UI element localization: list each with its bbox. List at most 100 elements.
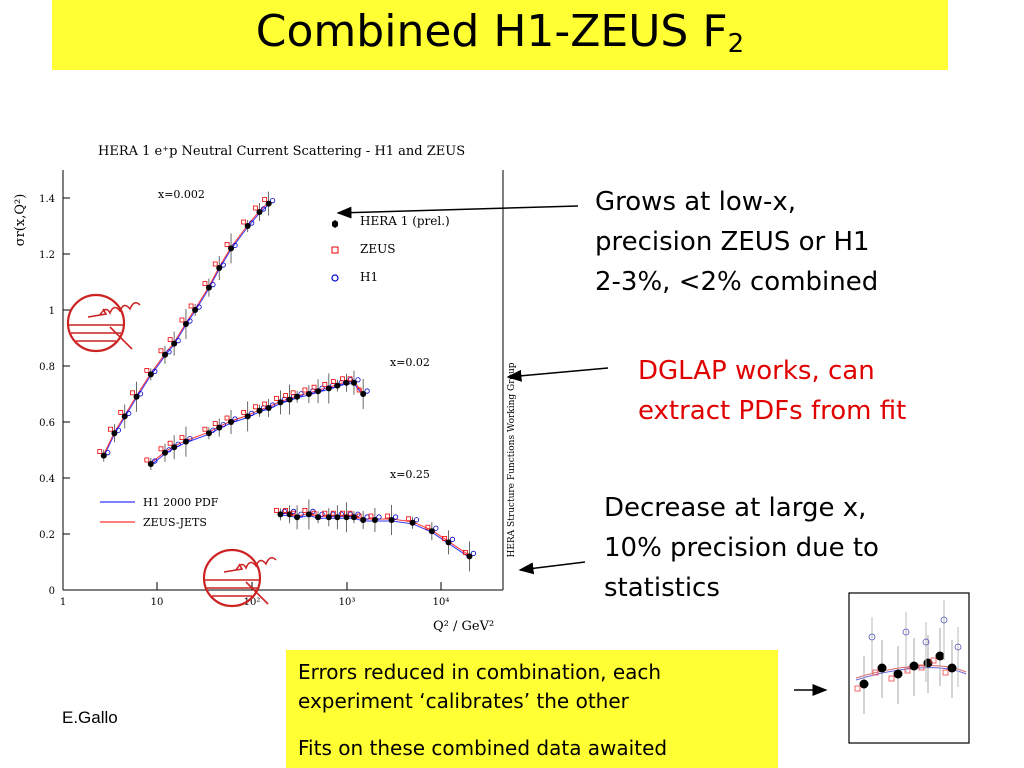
h1-point — [319, 385, 325, 391]
hera-point — [228, 245, 235, 252]
inset-zeus-point — [854, 685, 861, 692]
h1-point — [376, 514, 382, 520]
zeus-point — [340, 376, 345, 382]
zeus-point — [144, 367, 150, 373]
hera-point — [294, 393, 301, 400]
hera-point — [388, 517, 395, 523]
hera-point — [244, 413, 251, 420]
h1-point — [338, 511, 344, 517]
zeus-point — [356, 387, 362, 393]
hera-point — [161, 449, 168, 456]
note-line: statistics — [604, 573, 720, 603]
note-line: Decrease at large x, — [604, 493, 867, 523]
hera-point — [121, 413, 128, 420]
hera-point — [182, 438, 189, 445]
y-tick-label: 1.2 — [39, 250, 55, 261]
y-tick-label: 0.6 — [39, 418, 55, 429]
hera-point — [147, 371, 154, 378]
h1-point — [105, 449, 111, 456]
zeus-point — [356, 513, 362, 519]
zeus-point — [224, 242, 230, 247]
h1-point — [187, 318, 193, 324]
note-grows-low-x: Grows at low-x, precision ZEUS or H1 2-3… — [595, 182, 878, 302]
inset-hera-point — [859, 679, 869, 689]
h1-point — [270, 198, 276, 204]
parton-diagram-lower — [202, 548, 277, 608]
zeus-point — [330, 510, 336, 516]
x-tick-label: 10 — [151, 597, 164, 608]
inset-h1-point — [940, 616, 948, 624]
h1-point — [232, 242, 238, 249]
inset-hera-point — [893, 669, 903, 679]
note-line: Grows at low-x, — [595, 187, 797, 217]
diagram-gluon — [235, 557, 277, 571]
inset-hera-point — [877, 663, 887, 673]
hera-point — [334, 382, 341, 389]
zeus-point — [253, 404, 258, 410]
slide-title-subscript: 2 — [727, 29, 745, 59]
hera-point — [466, 553, 473, 560]
zeus-point — [158, 446, 164, 452]
inset-zoom-plot — [848, 592, 970, 744]
note-decrease-large-x: Decrease at large x, 10% precision due t… — [604, 488, 879, 608]
hera-point — [256, 407, 263, 414]
y-tick-label: 0.8 — [39, 362, 55, 373]
x-axis-label: Q² / GeV² — [433, 619, 494, 634]
hera-point — [350, 379, 357, 386]
series-label: x=0.02 — [390, 356, 430, 369]
hera-point — [350, 514, 357, 521]
inset-h1-point — [868, 633, 876, 641]
h1-point — [449, 536, 456, 542]
h1-point — [281, 508, 288, 514]
hera-point — [277, 511, 284, 518]
zeus-point — [212, 421, 218, 427]
hera-point — [325, 514, 332, 521]
zeus-point — [179, 317, 185, 323]
h1-point — [220, 262, 226, 268]
zeus-point — [311, 384, 317, 390]
zeus-point — [202, 426, 208, 432]
hera-point — [286, 396, 293, 403]
inset-zeus-point — [888, 675, 895, 682]
fit-legend-entry: H1 2000 PDF — [143, 496, 219, 509]
hera-point — [305, 511, 312, 518]
inset-hera-point — [909, 661, 919, 671]
zeus-point — [130, 390, 135, 396]
hera-point — [256, 209, 263, 215]
h1-point — [232, 416, 238, 422]
hera-point — [409, 519, 416, 526]
inset-zeus-point — [930, 657, 937, 664]
zeus-point — [322, 510, 328, 516]
h1-point — [413, 517, 420, 523]
series-label: x=0.002 — [158, 188, 205, 201]
hera-point — [445, 539, 452, 546]
hera-point — [315, 388, 322, 395]
hera-point — [111, 430, 118, 437]
hera-point — [147, 461, 154, 467]
structure-function-plot: HERA 1 e⁺p Neutral Current Scattering - … — [13, 144, 517, 634]
hera-point — [371, 517, 378, 523]
y-tick-label: 1.4 — [39, 194, 55, 205]
chart-title: HERA 1 e⁺p Neutral Current Scattering - … — [98, 144, 465, 159]
zeus-point — [253, 205, 258, 211]
note-line: 10% precision due to — [604, 533, 879, 563]
hera-point — [315, 514, 322, 521]
hera-point — [343, 379, 350, 386]
hera-point — [100, 452, 107, 459]
legend-h1-marker — [331, 274, 339, 282]
hera-point — [325, 385, 332, 392]
zeus-point — [241, 219, 247, 225]
note-line: DGLAP works, can — [638, 356, 875, 386]
zeus-point — [406, 516, 411, 522]
hera-point — [343, 514, 350, 521]
zeus-point — [274, 395, 279, 401]
hera-point — [171, 444, 178, 451]
zeus-point — [118, 409, 124, 415]
zeus-point — [241, 409, 247, 415]
zeus-point — [442, 535, 447, 541]
inset-h1-point — [954, 643, 962, 651]
h1-point — [166, 349, 172, 355]
zeus-point — [340, 510, 345, 516]
legend-entry: HERA 1 (prel.) — [360, 214, 450, 228]
slide-title: Combined H1-ZEUS F2 — [52, 6, 948, 59]
